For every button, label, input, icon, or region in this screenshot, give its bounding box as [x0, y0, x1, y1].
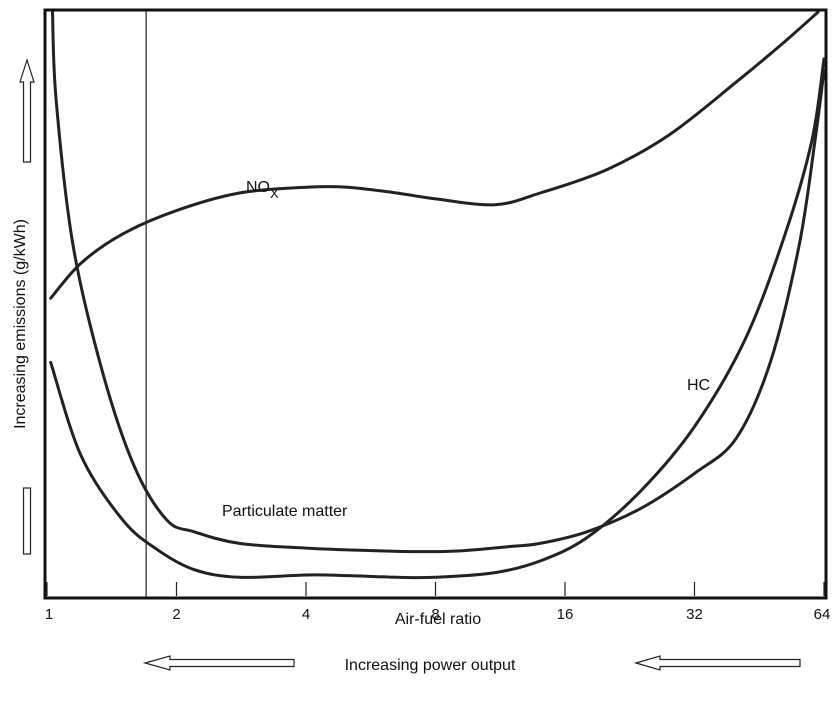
y-axis-title: Increasing emissions (g/kWh): [12, 219, 29, 429]
left-arrow-icon: [142, 655, 295, 671]
nox-label-main: NO: [246, 179, 270, 196]
pm-label: Particulate matter: [222, 503, 348, 520]
x-tick-label: 2: [172, 606, 180, 623]
x-axis-title: Air-fuel ratio: [395, 611, 481, 628]
x-tick-label: 32: [686, 606, 703, 623]
nox-label-sub: X: [270, 186, 279, 201]
curves: [49, 10, 826, 580]
particulate-matter-curve: [51, 10, 826, 554]
nox-label: NOX: [246, 179, 279, 201]
hc-curve: [49, 57, 826, 580]
y-up-arrow-icon: [19, 58, 35, 163]
right-arrow-icon: [633, 655, 801, 671]
x-tick-label: 16: [557, 606, 574, 623]
hc-label: HC: [687, 377, 710, 394]
plot-frame: [43, 8, 828, 600]
x-tick-label: 1: [45, 606, 53, 623]
nox-curve: [49, 10, 820, 300]
x-tick-label: 64: [814, 606, 831, 623]
power-output-label: Increasing power output: [345, 657, 516, 674]
x-tick-label: 4: [302, 606, 310, 623]
x-ticks: 1 2 4 8 16 32 64: [45, 582, 831, 623]
x-tick-label: 8: [431, 606, 439, 623]
y-bar-icon: [22, 487, 32, 555]
